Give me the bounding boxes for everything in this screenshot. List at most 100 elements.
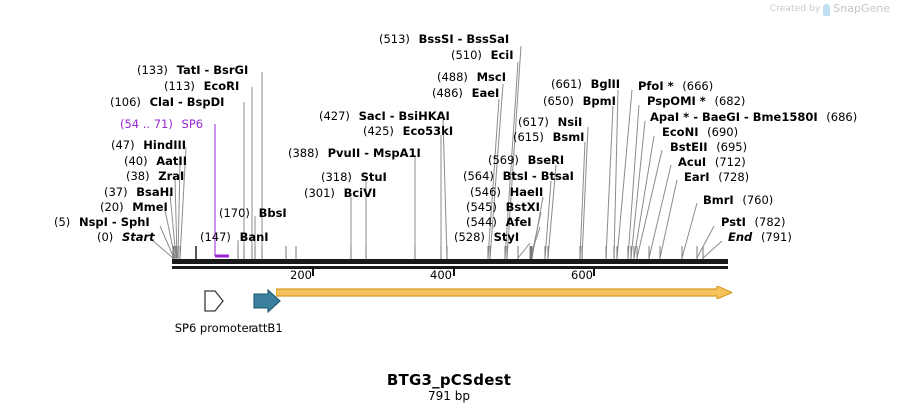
enzyme-label-728[interactable]: EarI (728): [684, 171, 749, 183]
watermark-prefix: Created by: [769, 3, 821, 14]
site-names: EcoRI: [203, 79, 240, 93]
site-names: SacI - BsiHKAI: [358, 109, 450, 123]
site-names: SP6: [181, 117, 204, 131]
enzyme-label-113[interactable]: (113) EcoRI: [164, 80, 239, 92]
enzyme-label-486[interactable]: (486) EaeI: [432, 87, 499, 99]
enzyme-label-488[interactable]: (488) MscI: [437, 71, 506, 83]
site-position: (425): [363, 124, 394, 138]
enzyme-label-760[interactable]: BmrI (760): [703, 194, 773, 206]
enzyme-label-133[interactable]: (133) TatI - BsrGI: [137, 64, 248, 76]
site-names: BanI: [239, 230, 269, 244]
plasmid-backbone-lower: [172, 266, 728, 269]
site-position: (388): [288, 146, 319, 160]
enzyme-label-40[interactable]: (40) AatII: [124, 155, 187, 167]
enzyme-label-425[interactable]: (425) Eco53kI: [363, 125, 453, 137]
site-names: StyI: [493, 230, 520, 244]
enzyme-label-682[interactable]: PspOMI * (682): [647, 95, 745, 107]
site-names: HindIII: [143, 138, 187, 152]
site-position: (544): [466, 215, 497, 229]
enzyme-label-617[interactable]: (617) NsiI: [518, 116, 582, 128]
enzyme-label-5[interactable]: (5) NspI - SphI: [54, 216, 150, 228]
enzyme-label-564[interactable]: (564) BtsI - BtsaI: [463, 170, 574, 182]
enzyme-label-318[interactable]: (318) StuI: [321, 171, 387, 183]
feature-label-attb1: attB1: [251, 321, 283, 335]
enzyme-label-695[interactable]: BstEII (695): [670, 141, 747, 153]
enzyme-label-47[interactable]: (47) HindIII: [111, 139, 186, 151]
enzyme-label-650[interactable]: (650) BpmI: [543, 95, 616, 107]
enzyme-label-sp6-feature[interactable]: (54 .. 71) SP6: [120, 118, 203, 130]
enzyme-label-end[interactable]: End (791): [728, 231, 792, 243]
site-position: (650): [543, 94, 574, 108]
plasmid-length: 791 bp: [428, 389, 470, 403]
enzyme-label-106[interactable]: (106) ClaI - BspDI: [110, 96, 224, 108]
enzyme-label-661[interactable]: (661) BglII: [551, 78, 620, 90]
enzyme-label-510[interactable]: (510) EciI: [451, 49, 514, 61]
plasmid-backbone: [172, 259, 728, 264]
site-position: (0): [97, 230, 114, 244]
site-names: BsmI: [552, 130, 585, 144]
site-position: (782): [754, 215, 786, 229]
site-position: (617): [518, 115, 549, 129]
enzyme-label-37[interactable]: (37) BsaHI: [104, 186, 174, 198]
enzyme-label-712[interactable]: AcuI (712): [678, 156, 746, 168]
enzyme-label-147[interactable]: (147) BanI: [200, 231, 269, 243]
feature-arrow-attb1[interactable]: [253, 288, 281, 314]
site-position: (686): [826, 110, 858, 124]
site-names: TatI - BsrGI: [176, 63, 249, 77]
site-names: BstEII: [670, 140, 708, 154]
site-names: Eco53kI: [402, 124, 454, 138]
site-position: (682): [714, 94, 746, 108]
enzyme-label-615[interactable]: (615) BsmI: [513, 131, 584, 143]
enzyme-label-start[interactable]: (0) Start: [97, 231, 155, 243]
site-names: BtsI - BtsaI: [502, 169, 574, 183]
site-names: BsaHI: [136, 185, 174, 199]
site-position: (106): [110, 95, 141, 109]
enzyme-label-528[interactable]: (528) StyI: [454, 231, 519, 243]
enzyme-label-545[interactable]: (545) BstXI: [466, 201, 540, 213]
enzyme-label-427[interactable]: (427) SacI - BsiHKAI: [319, 110, 450, 122]
enzyme-label-20[interactable]: (20) MmeI: [100, 201, 168, 213]
enzyme-label-301[interactable]: (301) BciVI: [304, 187, 376, 199]
feature-arrow-sp6-promoter[interactable]: [203, 289, 225, 313]
site-names: BmrI: [703, 193, 734, 207]
site-names: ClaI - BspDI: [149, 95, 225, 109]
site-position: (545): [466, 200, 497, 214]
enzyme-label-666[interactable]: PfoI * (666): [638, 80, 713, 92]
site-names: PspOMI *: [647, 94, 706, 108]
site-names: NspI - SphI: [78, 215, 150, 229]
enzyme-label-38[interactable]: (38) ZraI: [126, 170, 184, 182]
site-position: (20): [100, 200, 124, 214]
enzyme-label-569[interactable]: (569) BseRI: [488, 154, 564, 166]
site-position: (546): [470, 185, 501, 199]
enzyme-label-388[interactable]: (388) PvuII - MspA1I: [288, 147, 421, 159]
enzyme-label-690[interactable]: EcoNI (690): [662, 126, 738, 138]
site-position: (728): [718, 170, 750, 184]
enzyme-label-782[interactable]: PstI (782): [721, 216, 785, 228]
site-position: (513): [379, 32, 410, 46]
site-names: End: [728, 230, 753, 244]
enzyme-label-544[interactable]: (544) AfeI: [466, 216, 532, 228]
enzyme-label-170[interactable]: (170) BbsI: [219, 207, 287, 219]
site-names: BssSI - BssSaI: [418, 32, 510, 46]
plasmid-title: BTG3_pCSdest: [386, 371, 512, 389]
ruler-tick-400: [453, 267, 455, 276]
site-position: (564): [463, 169, 494, 183]
site-position: (40): [124, 154, 148, 168]
enzyme-label-686[interactable]: ApaI * - BaeGI - Bme1580I (686): [650, 111, 857, 123]
site-names: PstI: [721, 215, 746, 229]
site-position: (690): [707, 125, 739, 139]
site-names: EcoNI: [662, 125, 699, 139]
snapgene-logo-icon: [823, 3, 831, 16]
site-position: (38): [126, 169, 150, 183]
site-position: (147): [200, 230, 231, 244]
site-position: (5): [54, 215, 71, 229]
orf-arrow-feature[interactable]: [275, 284, 734, 300]
site-position: (760): [742, 193, 774, 207]
ruler-tick-label-600: 600: [571, 268, 593, 282]
site-names: Start: [121, 230, 155, 244]
enzyme-label-546[interactable]: (546) HaeII: [470, 186, 543, 198]
ruler-tick-200: [312, 267, 314, 276]
enzyme-label-513[interactable]: (513) BssSI - BssSaI: [379, 33, 509, 45]
site-position: (318): [321, 170, 352, 184]
